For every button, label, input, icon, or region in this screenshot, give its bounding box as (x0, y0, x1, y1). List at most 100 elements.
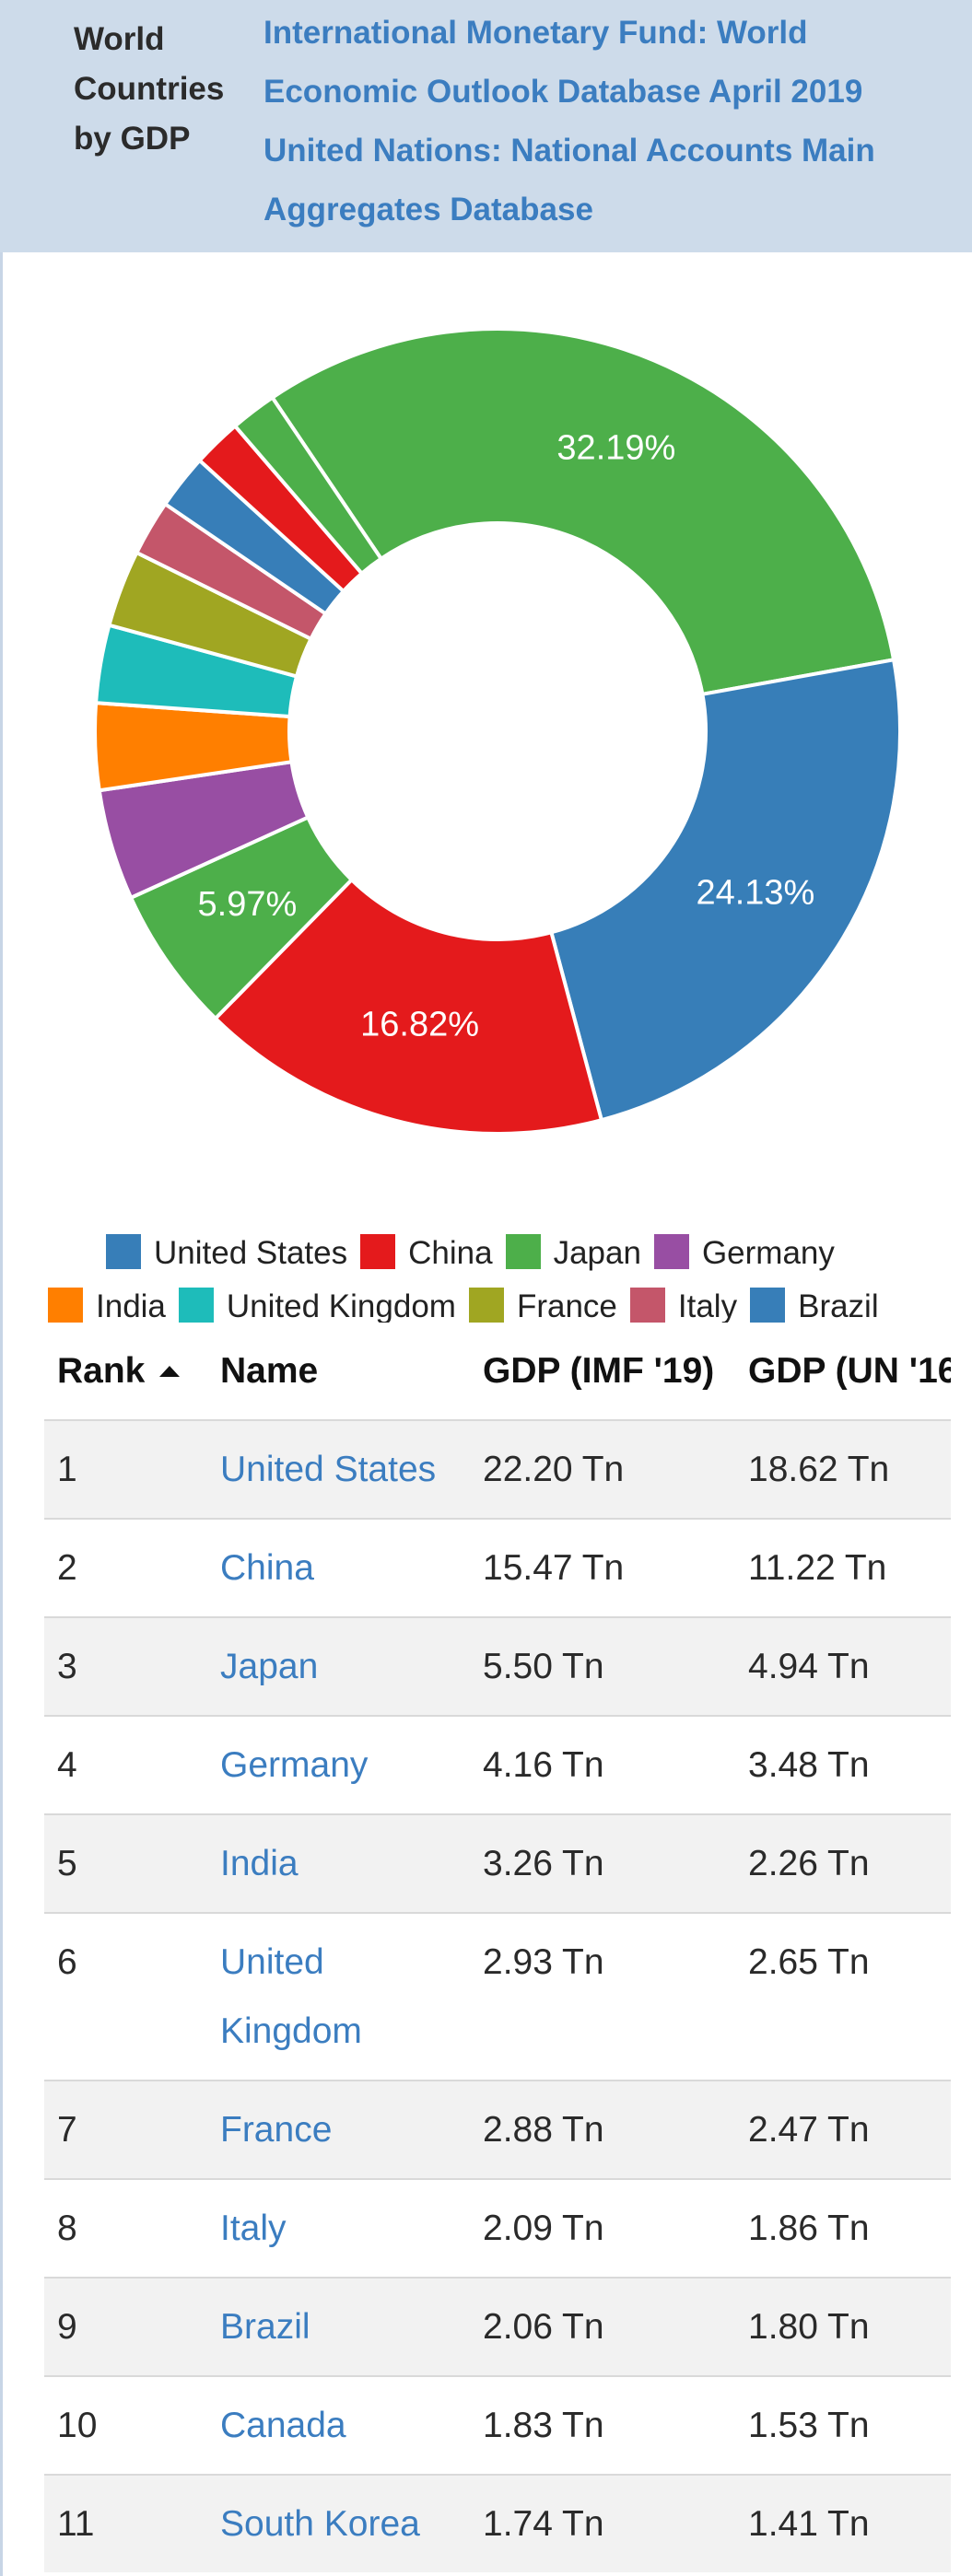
legend-swatch (653, 1234, 689, 1269)
imf-gdp-cell: 2.09 Tn (470, 2178, 735, 2278)
name-cell: Germany (207, 1715, 470, 1814)
legend-item-united-kingdom[interactable]: United Kingdom (178, 1284, 456, 1323)
name-cell: United Kingdom (207, 1912, 470, 2081)
rank-cell: 8 (44, 2178, 207, 2278)
gdp-table: Rank Name GDP (IMF '19) GDP (UN '16) 1 Un… (44, 1323, 951, 2572)
donut-slice-china[interactable] (213, 877, 604, 1136)
source-link-un[interactable]: United Nations: National Accounts Main A… (263, 133, 875, 227)
header-panel: World Countries by GDP International Mon… (0, 0, 972, 252)
rank-cell: 3 (44, 1616, 207, 1716)
country-link[interactable]: Japan (220, 1647, 319, 1686)
legend-item-italy[interactable]: Italy (629, 1284, 738, 1323)
imf-gdp-cell: 2.06 Tn (470, 2277, 735, 2376)
name-cell: India (207, 1813, 470, 1913)
legend-item-china[interactable]: China (360, 1230, 493, 1276)
name-cell: Canada (207, 2375, 470, 2475)
name-cell: Italy (207, 2178, 470, 2278)
table-row: 5 India 3.26 Tn 2.26 Tn (44, 1813, 951, 1913)
country-link[interactable]: Brazil (220, 2307, 310, 2347)
legend-swatch (106, 1234, 141, 1269)
source-links: International Monetary Fund: World Econo… (263, 4, 964, 239)
legend-item-germany[interactable]: Germany (653, 1230, 835, 1276)
imf-gdp-cell: 1.74 Tn (470, 2474, 735, 2572)
donut-slice-united-states[interactable] (548, 657, 902, 1123)
table-row: 9 Brazil 2.06 Tn 1.80 Tn (44, 2277, 951, 2376)
chart-legend: United States China Japan Germany India Unit… (37, 1230, 958, 1323)
rank-cell: 5 (44, 1813, 207, 1913)
table-row: 10 Canada 1.83 Tn 1.53 Tn (44, 2375, 951, 2475)
un-gdp-cell: 1.80 Tn (735, 2277, 951, 2376)
gdp-table-container: Rank Name GDP (IMF '19) GDP (UN '16) 1 Un… (44, 1323, 951, 2576)
imf-gdp-cell: 3.26 Tn (470, 1813, 735, 1913)
un-gdp-cell: 2.47 Tn (735, 2080, 951, 2179)
data-label-japan: 5.97% (198, 885, 298, 924)
legend-row-2: India United Kingdom France Italy Brazil (48, 1284, 892, 1323)
legend-item-united-states[interactable]: United States (106, 1230, 347, 1276)
un-gdp-column-header[interactable]: GDP (UN '16) (748, 1350, 951, 1391)
imf-gdp-cell: 2.93 Tn (470, 1912, 735, 2081)
name-cell: China (207, 1518, 470, 1617)
rank-cell: 9 (44, 2277, 207, 2376)
name-column-header[interactable]: Name (220, 1350, 319, 1391)
rank-cell: 1 (44, 1419, 207, 1519)
legend-row-1: United States China Japan Germany (106, 1230, 848, 1276)
donut-slice-south-korea[interactable] (232, 394, 384, 577)
rank-header-label: Rank (57, 1350, 146, 1391)
imf-gdp-cell: 2.88 Tn (470, 2080, 735, 2179)
country-link[interactable]: Germany (220, 1745, 369, 1785)
table-row: 3 Japan 5.50 Tn 4.94 Tn (44, 1616, 951, 1716)
country-link[interactable]: Canada (220, 2406, 346, 2445)
country-link[interactable]: Italy (220, 2209, 287, 2248)
country-link[interactable]: France (220, 2110, 333, 2150)
data-label-others: 32.19% (556, 429, 675, 468)
donut-svg: 32.19% 24.13% 16.82% 5.97% (93, 327, 902, 1136)
country-link[interactable]: China (220, 1548, 314, 1588)
imf-gdp-cell: 22.20 Tn (470, 1419, 735, 1519)
legend-item-france[interactable]: France (468, 1284, 617, 1323)
un-gdp-cell: 1.41 Tn (735, 2474, 951, 2572)
legend-item-india[interactable]: India (48, 1284, 166, 1323)
rank-column-header[interactable]: Rank (44, 1323, 207, 1420)
un-gdp-cell: 2.26 Tn (735, 1813, 951, 1913)
name-cell: United States (207, 1419, 470, 1519)
name-cell: France (207, 2080, 470, 2179)
gdp-donut-chart: 32.19% 24.13% 16.82% 5.97% (0, 252, 972, 1183)
donut-slice-others[interactable] (269, 327, 896, 697)
imf-gdp-column-header[interactable]: GDP (IMF '19) (483, 1350, 715, 1391)
imf-gdp-cell: 15.47 Tn (470, 1518, 735, 1617)
legend-label: Brazil (798, 1288, 879, 1323)
rank-cell: 6 (44, 1912, 207, 2081)
un-gdp-cell: 2.65 Tn (735, 1912, 951, 2081)
source-link-imf[interactable]: International Monetary Fund: World Econo… (263, 15, 863, 110)
country-link[interactable]: South Korea (220, 2504, 420, 2544)
legend-swatch (750, 1288, 786, 1323)
legend-swatch (48, 1288, 83, 1323)
country-link[interactable]: India (220, 1844, 299, 1883)
table-row: 1 United States 22.20 Tn 18.62 Tn (44, 1419, 951, 1519)
country-link[interactable]: United Kingdom (220, 1942, 362, 2051)
legend-label: Japan (553, 1235, 641, 1271)
table-row: 11 South Korea 1.74 Tn 1.41 Tn (44, 2474, 951, 2572)
legend-item-japan[interactable]: Japan (505, 1230, 641, 1276)
table-header-row: Rank Name GDP (IMF '19) GDP (UN '16) (44, 1323, 951, 1420)
rank-cell: 7 (44, 2080, 207, 2179)
rank-cell: 4 (44, 1715, 207, 1814)
legend-swatch (468, 1288, 504, 1323)
un-gdp-cell: 18.62 Tn (735, 1419, 951, 1519)
table-row: 4 Germany 4.16 Tn 3.48 Tn (44, 1715, 951, 1814)
legend-swatch (360, 1234, 396, 1269)
legend-label: Germany (701, 1235, 835, 1271)
rank-cell: 2 (44, 1518, 207, 1617)
legend-label: France (516, 1288, 617, 1323)
un-gdp-cell: 1.53 Tn (735, 2375, 951, 2475)
name-cell: South Korea (207, 2474, 470, 2572)
legend-label: Italy (677, 1288, 738, 1323)
un-gdp-cell: 3.48 Tn (735, 1715, 951, 1814)
legend-swatch (505, 1234, 541, 1269)
table-row: 2 China 15.47 Tn 11.22 Tn (44, 1518, 951, 1617)
country-link[interactable]: United States (220, 1450, 437, 1489)
sort-ascending-icon[interactable] (159, 1365, 181, 1377)
legend-item-brazil[interactable]: Brazil (750, 1284, 879, 1323)
table-row: 7 France 2.88 Tn 2.47 Tn (44, 2080, 951, 2179)
legend-label: India (96, 1288, 166, 1323)
